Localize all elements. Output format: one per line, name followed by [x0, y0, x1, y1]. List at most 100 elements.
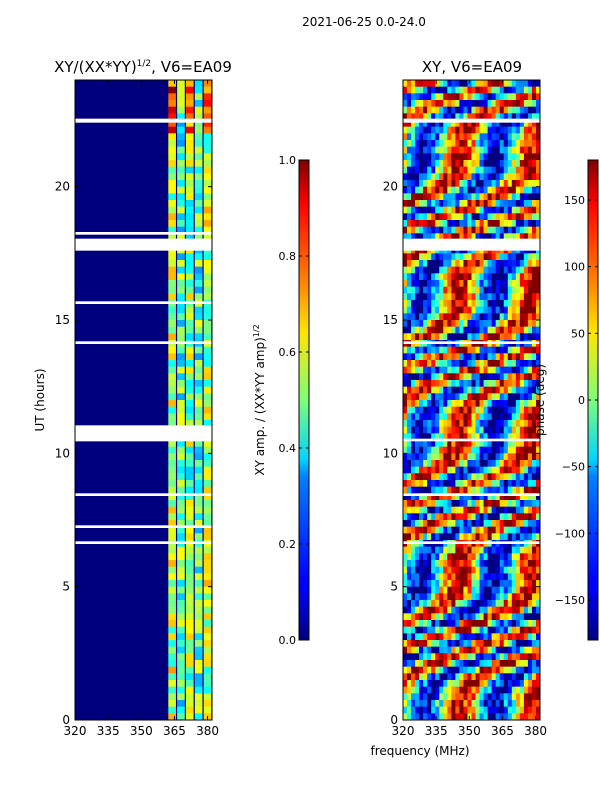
heatmap-cell [459, 660, 464, 667]
heatmap-cell [168, 180, 176, 188]
heatmap-cell [499, 280, 505, 287]
heatmap-cell [455, 466, 460, 474]
heatmap-cell [407, 613, 412, 621]
heatmap-cell [523, 653, 529, 661]
heatmap-cell [511, 213, 517, 221]
heatmap-cell [503, 593, 509, 601]
heatmap-cell [475, 166, 480, 174]
heatmap-cell [499, 206, 505, 214]
heatmap-cell [475, 640, 480, 647]
heatmap-cell [483, 320, 488, 327]
heatmap-cell [515, 480, 521, 487]
heatmap-cell [459, 433, 464, 441]
heatmap-cell [427, 493, 432, 501]
heatmap-cell [507, 86, 513, 94]
heatmap-cell [503, 266, 509, 274]
heatmap-cell [487, 606, 492, 614]
heatmap-cell [483, 373, 488, 381]
heatmap-cell [471, 660, 476, 667]
heatmap-cell [479, 480, 484, 487]
heatmap-cell [451, 673, 456, 681]
heatmap-cell [471, 180, 476, 187]
heatmap-cell [483, 273, 488, 281]
heatmap-cell [535, 706, 541, 714]
heatmap-cell [407, 620, 412, 627]
heatmap-cell [403, 126, 408, 134]
heatmap-cell [443, 686, 448, 694]
heatmap-cell [177, 346, 185, 354]
heatmap-cell [523, 626, 529, 634]
heatmap-cell [523, 253, 529, 261]
heatmap-cell [495, 220, 501, 227]
heatmap-cell [483, 700, 488, 707]
heatmap-cell [443, 266, 448, 274]
heatmap-cell [475, 460, 480, 467]
heatmap-cell [463, 86, 468, 94]
heatmap-cell [471, 306, 476, 314]
heatmap-cell [415, 260, 420, 267]
heatmap-cell [459, 293, 464, 301]
heatmap-cell [467, 506, 472, 514]
heatmap-cell [467, 100, 472, 107]
heatmap-cell [459, 273, 464, 281]
heatmap-cell [447, 106, 452, 114]
heatmap-cell [519, 253, 525, 261]
heatmap-cell [447, 153, 452, 161]
heatmap-cell [403, 200, 408, 207]
heatmap-cell [431, 120, 436, 127]
heatmap-cell [475, 660, 480, 667]
heatmap-cell [411, 700, 416, 707]
heatmap-cell [527, 493, 533, 501]
heatmap-cell [411, 633, 416, 641]
heatmap-cell [475, 673, 480, 681]
heatmap-cell [499, 80, 505, 87]
heatmap-cell [415, 573, 420, 581]
heatmap-cell [451, 286, 456, 294]
heatmap-cell [403, 513, 408, 521]
heatmap-cell [487, 266, 492, 274]
heatmap-cell [459, 386, 464, 394]
heatmap-cell [177, 633, 185, 641]
heatmap-cell [499, 560, 505, 567]
heatmap-cell [431, 146, 436, 154]
heatmap-cell [168, 346, 176, 354]
heatmap-cell [431, 253, 436, 261]
heatmap-cell [403, 393, 408, 401]
heatmap-cell [523, 420, 529, 427]
heatmap-cell [507, 253, 513, 261]
heatmap-cell [519, 446, 525, 454]
heatmap-cell [427, 326, 432, 334]
heatmap-cell [443, 580, 448, 587]
x-tick-label: 335 [97, 724, 120, 738]
heatmap-cell [177, 126, 185, 134]
x-tick-label: 365 [491, 724, 514, 738]
heatmap-cell [523, 673, 529, 681]
heatmap-cell [463, 346, 468, 354]
heatmap-cell [407, 593, 412, 601]
heatmap-cell [475, 180, 480, 187]
heatmap-cell [443, 313, 448, 321]
heatmap-cell [471, 413, 476, 421]
heatmap-cell [511, 313, 517, 321]
heatmap-cell [491, 513, 496, 521]
heatmap-cell [483, 426, 488, 434]
heatmap-cell [455, 146, 460, 154]
heatmap-cell [185, 686, 194, 694]
heatmap-cell [483, 200, 488, 207]
heatmap-cell [507, 146, 513, 154]
heatmap-cell [407, 220, 412, 227]
heatmap-cell [483, 706, 488, 714]
heatmap-cell [511, 346, 517, 354]
heatmap-cell [451, 100, 456, 107]
heatmap-cell [511, 133, 517, 141]
heatmap-cell [459, 486, 464, 494]
heatmap-cell [168, 526, 176, 534]
heatmap-cell [467, 173, 472, 181]
heatmap-cell [423, 346, 428, 354]
heatmap-cell [463, 233, 468, 241]
heatmap-cell [531, 273, 537, 281]
heatmap-cell [447, 693, 452, 701]
heatmap-cell [463, 653, 468, 661]
heatmap-cell [531, 93, 537, 101]
heatmap-cell [407, 566, 412, 574]
